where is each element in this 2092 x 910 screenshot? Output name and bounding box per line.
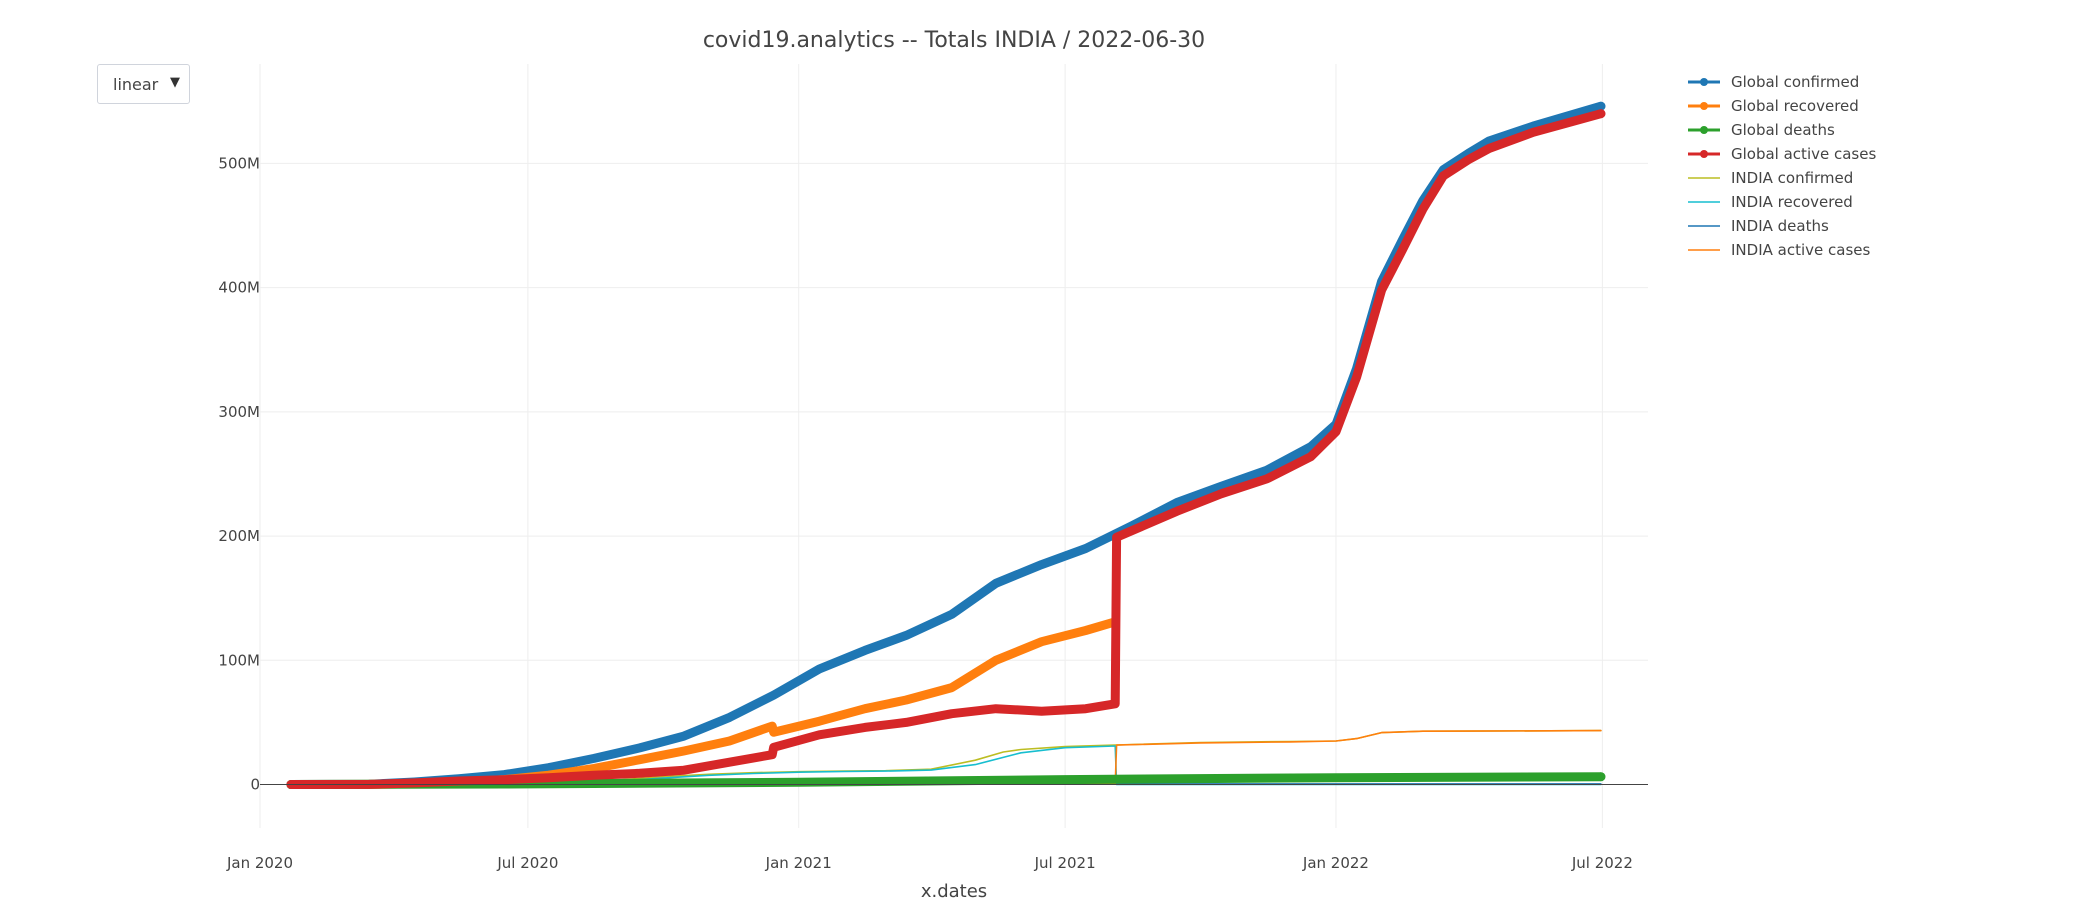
legend-label: INDIA confirmed [1731, 169, 1853, 187]
y-tick-label: 500M [218, 154, 260, 172]
y-tick-label: 400M [218, 279, 260, 297]
x-tick-label: Jan 2020 [226, 854, 293, 872]
legend-marker [1700, 102, 1708, 110]
legend-label: INDIA recovered [1731, 193, 1853, 211]
legend-marker [1700, 126, 1708, 134]
x-tick-label: Jan 2021 [765, 854, 832, 872]
y-tick-label: 200M [218, 527, 260, 545]
legend-label: INDIA deaths [1731, 217, 1829, 235]
legend-label: Global deaths [1731, 121, 1835, 139]
series-end-marker [1596, 101, 1606, 111]
axes: Jan 2020 Jul 2020 Jan 2021 Jul 2021 Jan 2022… [218, 154, 1648, 872]
x-tick-label: Jul 2022 [1571, 854, 1633, 872]
grid [259, 64, 1648, 828]
legend-marker [1700, 78, 1708, 86]
series-line [286, 109, 1606, 789]
chart-title: covid19.analytics -- Totals INDIA / 2022… [703, 28, 1205, 53]
series-end-marker [1596, 109, 1606, 119]
x-tick-label: Jan 2022 [1302, 854, 1369, 872]
plot-lines [286, 101, 1606, 789]
y-tick-label: 0 [250, 776, 260, 794]
scale-dropdown[interactable]: linear ▼ [97, 64, 190, 104]
y-tick-label: 300M [218, 403, 260, 421]
legend-label: INDIA active cases [1731, 241, 1870, 259]
x-tick-label: Jul 2020 [496, 854, 558, 872]
legend-label: Global active cases [1731, 145, 1876, 163]
legend-marker [1700, 150, 1708, 158]
series-end-marker [1596, 772, 1606, 782]
series-line [286, 101, 1606, 789]
scale-dropdown-value: linear [113, 74, 159, 94]
x-tick-label: Jul 2021 [1034, 854, 1096, 872]
x-axis-label: x.dates [921, 881, 987, 902]
legend-label: Global recovered [1731, 97, 1859, 115]
legend: Global confirmed Global recovered Global d… [1688, 73, 1876, 259]
y-tick-label: 100M [218, 651, 260, 669]
legend-label: Global confirmed [1731, 73, 1859, 91]
triangle-down-icon: ▼ [170, 75, 180, 90]
